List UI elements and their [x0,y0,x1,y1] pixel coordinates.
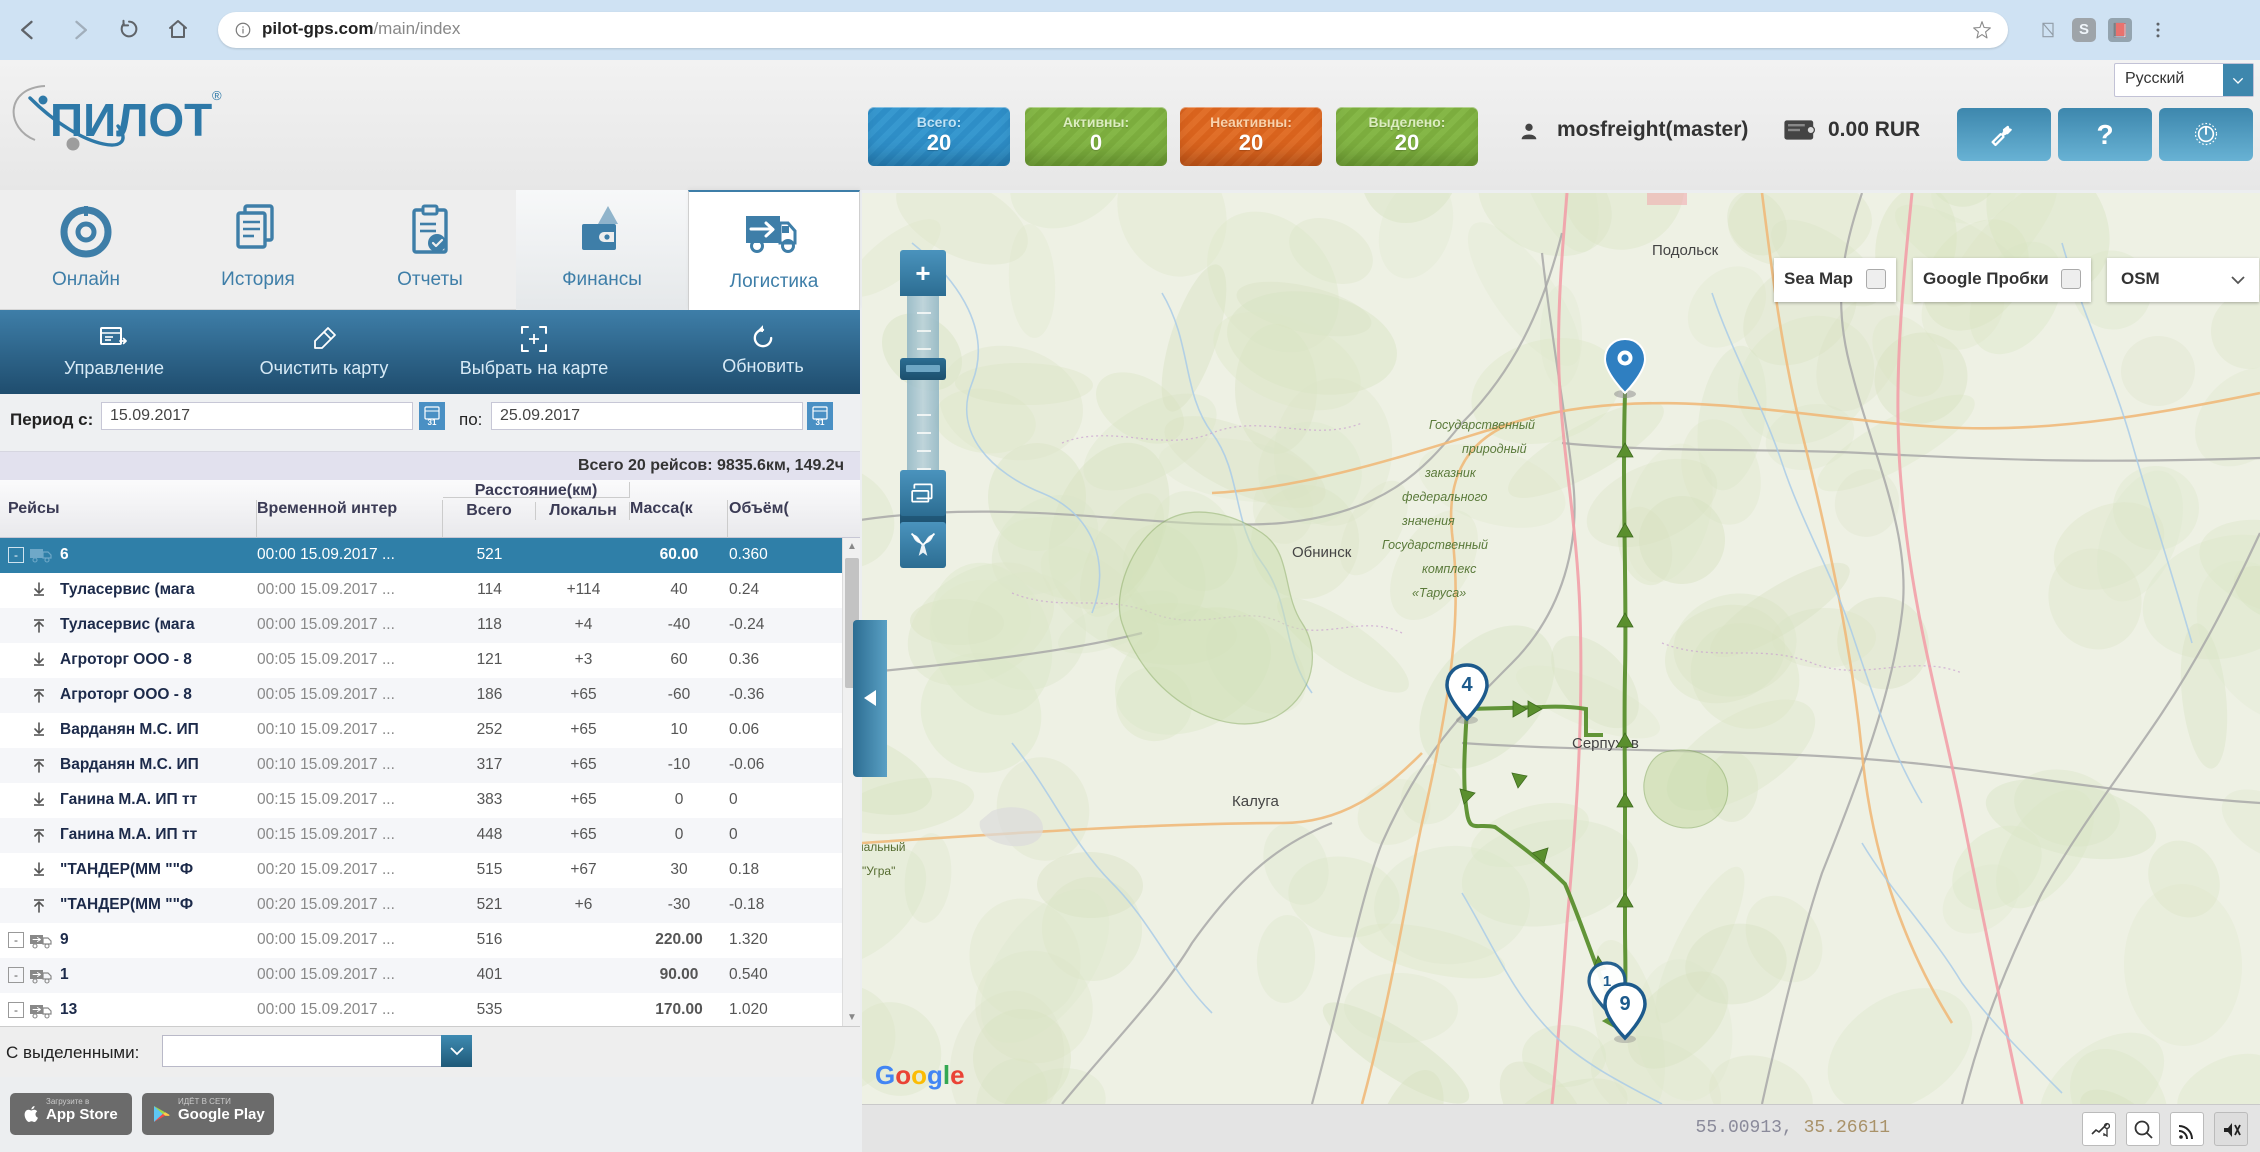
svg-text:природный: природный [1462,442,1527,456]
svg-text:Серпухов: Серпухов [1572,735,1639,752]
svg-text:"Угра": "Угра" [862,864,895,878]
svg-text:Обнинск: Обнинск [1292,544,1352,561]
svg-text:нальный: нальный [862,840,906,854]
svg-text:®: ® [212,88,222,103]
svg-text:Подольск: Подольск [1652,242,1719,259]
svg-text:Государственный: Государственный [1429,418,1535,432]
svg-text:значения: значения [1401,514,1455,528]
svg-text:«Таруса»: «Таруса» [1412,586,1466,600]
svg-text:ПИЛОТ: ПИЛОТ [50,94,212,146]
svg-text:Государственный: Государственный [1382,538,1488,552]
svg-text:федерального: федерального [1402,490,1487,504]
svg-text:заказник: заказник [1424,466,1477,480]
svg-text:комплекс: комплекс [1422,562,1477,576]
svg-text:Калуга: Калуга [1232,793,1279,810]
